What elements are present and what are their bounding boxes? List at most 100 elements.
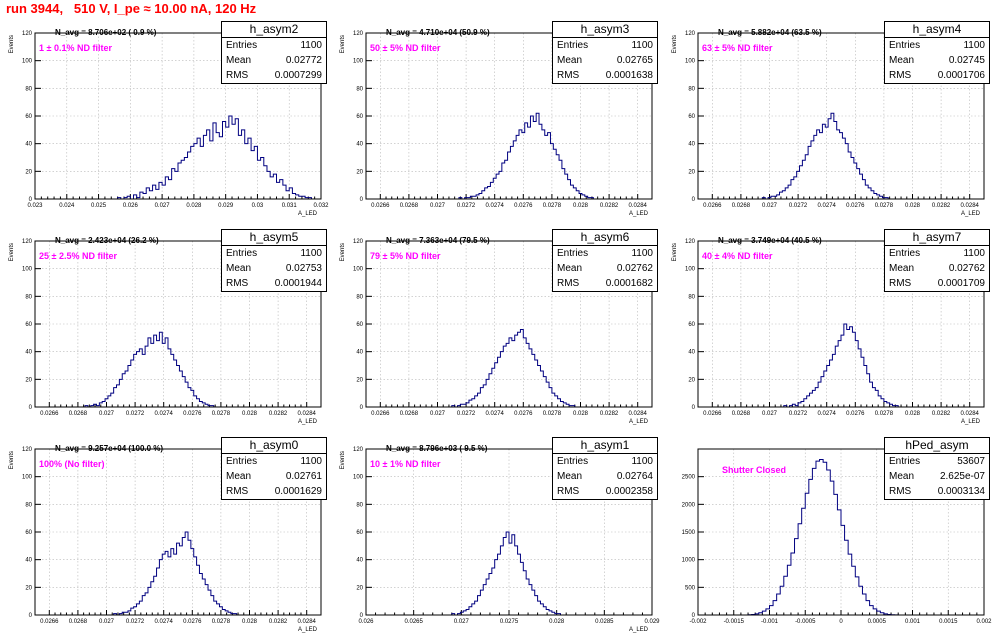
y-tick-label: 20 [356, 585, 363, 591]
x-tick-label: 0.0274 [818, 411, 837, 417]
stats-title: h_asym7 [885, 230, 989, 246]
x-tick-label: 0.026 [358, 619, 374, 625]
x-tick-label: 0.027 [430, 203, 446, 209]
x-tick-label: 0.0278 [543, 411, 562, 417]
y-axis-title: Events [340, 243, 346, 261]
x-tick-label: 0.028 [242, 411, 258, 417]
y-tick-label: 20 [356, 377, 363, 383]
stats-title: h_asym4 [885, 22, 989, 38]
y-tick-label: 80 [356, 294, 363, 300]
x-tick-label: -0.0015 [724, 619, 745, 625]
filter-label: 40 ± 4% ND filter [702, 251, 773, 261]
x-tick-label: 0.028 [242, 619, 258, 625]
stats-box: h_asym2 Entries 1100 Mean 0.02772 RMS 0.000729… [221, 21, 327, 84]
x-tick-label: 0.0272 [457, 411, 476, 417]
stats-label: Entries [226, 456, 258, 467]
y-tick-label: 40 [356, 558, 363, 564]
stats-value: 1100 [963, 248, 985, 259]
y-tick-label: 120 [685, 239, 696, 245]
stats-title: h_asym2 [222, 22, 326, 38]
x-tick-label: 0.0272 [789, 203, 808, 209]
y-tick-label: 40 [25, 142, 32, 148]
plot-frame [697, 32, 985, 200]
y-tick-label: 0 [29, 405, 33, 411]
x-tick-label: 0.0276 [514, 411, 533, 417]
y-tick-label: 120 [353, 31, 364, 37]
y-tick-label: 120 [22, 31, 33, 37]
x-tick-label: -0.001 [761, 619, 779, 625]
stats-value: 0.02764 [616, 471, 653, 482]
x-tick-label: 0.002 [976, 619, 992, 625]
stats-value: 0.0007299 [274, 70, 322, 81]
y-tick-label: 80 [688, 294, 695, 300]
stats-label: RMS [889, 486, 912, 497]
stats-value: 0.0002358 [605, 486, 653, 497]
y-tick-label: 20 [688, 377, 695, 383]
y-tick-label: 120 [685, 31, 696, 37]
x-tick-label: 0.0274 [155, 411, 174, 417]
n-avg-label: N_avg = 3.749e+04 (40.5 %) [718, 236, 822, 245]
y-axis-title: Events [340, 35, 346, 53]
stats-row-rms: RMS 0.0001706 [885, 68, 989, 83]
x-tick-label: 0.0282 [600, 203, 619, 209]
filter-label: 100% (No filter) [39, 459, 105, 469]
stats-row-mean: Mean 0.02765 [553, 53, 657, 68]
histogram-panel-h_asym1: 0.026 0.0265 0.027 0.0275 0.028 0.0285 0.029 0 2… [331, 434, 662, 640]
x-tick-label: 0.0272 [126, 411, 145, 417]
stats-title: h_asym6 [553, 230, 657, 246]
x-tick-label: 0.031 [282, 203, 298, 209]
filter-label: Shutter Closed [722, 465, 786, 475]
x-axis-title: A_LED [961, 211, 981, 217]
y-tick-label: 80 [25, 294, 32, 300]
y-tick-label: 0 [692, 613, 696, 619]
y-tick-label: 1500 [682, 530, 696, 536]
histogram-panel-hPed_asym: -0.002 -0.0015 -0.001 -0.0005 0 0.0005 0.001 0.… [663, 434, 994, 640]
x-tick-label: 0.0274 [155, 619, 174, 625]
n-avg-label: N_avg = 4.710e+04 (50.9 %) [386, 28, 490, 37]
stats-label: RMS [226, 70, 249, 81]
stats-row-mean: Mean 0.02761 [222, 469, 326, 484]
stats-label: Entries [226, 248, 258, 259]
filter-label: 79 ± 5% ND filter [370, 251, 441, 261]
stats-label: Mean [226, 471, 252, 482]
y-tick-label: 0 [692, 405, 696, 411]
x-tick-label: 0.0282 [600, 411, 619, 417]
histogram-series [783, 323, 899, 408]
plot-frame [697, 448, 985, 616]
n-avg-label: N_avg = 7.363e+04 (79.5 %) [386, 236, 490, 245]
y-tick-label: 20 [25, 585, 32, 591]
x-tick-label: 0.0278 [543, 203, 562, 209]
stats-row-entries: Entries 1100 [885, 246, 989, 261]
x-tick-label: 0.0268 [732, 203, 751, 209]
x-tick-label: 0.0276 [183, 619, 202, 625]
x-tick-label: 0.0284 [629, 411, 648, 417]
stats-row-entries: Entries 1100 [222, 38, 326, 53]
y-tick-label: 60 [25, 322, 32, 328]
stats-value: 1100 [631, 456, 653, 467]
stats-row-rms: RMS 0.0001629 [222, 484, 326, 499]
x-tick-label: 0.028 [905, 203, 921, 209]
x-tick-label: 0.0282 [932, 203, 951, 209]
y-tick-label: 40 [688, 142, 695, 148]
histogram-series [84, 331, 215, 408]
x-axis-title: A_LED [961, 419, 981, 425]
histogram-series [458, 112, 594, 200]
stats-box: h_asym7 Entries 1100 Mean 0.02762 RMS 0.000170… [884, 229, 990, 292]
stats-box: hPed_asym Entries 53607 Mean 2.625e-07 RMS 0.0… [884, 437, 990, 500]
x-tick-label: 0.0266 [40, 411, 59, 417]
stats-label: Entries [889, 40, 921, 51]
x-tick-label: 0.027 [454, 619, 470, 625]
stats-value: 0.02753 [285, 263, 322, 274]
y-tick-label: 80 [688, 86, 695, 92]
x-tick-label: 0.0276 [183, 411, 202, 417]
x-tick-label: 0.0284 [298, 411, 317, 417]
x-tick-label: 0.0272 [126, 619, 145, 625]
y-tick-label: 20 [688, 169, 695, 175]
n-avg-label: N_avg = 9.257e+04 (100.0 %) [55, 444, 163, 453]
x-tick-label: 0.0278 [875, 411, 894, 417]
stats-row-entries: Entries 1100 [222, 246, 326, 261]
x-tick-label: 0.0268 [400, 203, 419, 209]
stats-row-mean: Mean 0.02762 [885, 261, 989, 276]
x-tick-label: 0.0268 [69, 411, 88, 417]
x-tick-label: 0.0282 [269, 619, 288, 625]
